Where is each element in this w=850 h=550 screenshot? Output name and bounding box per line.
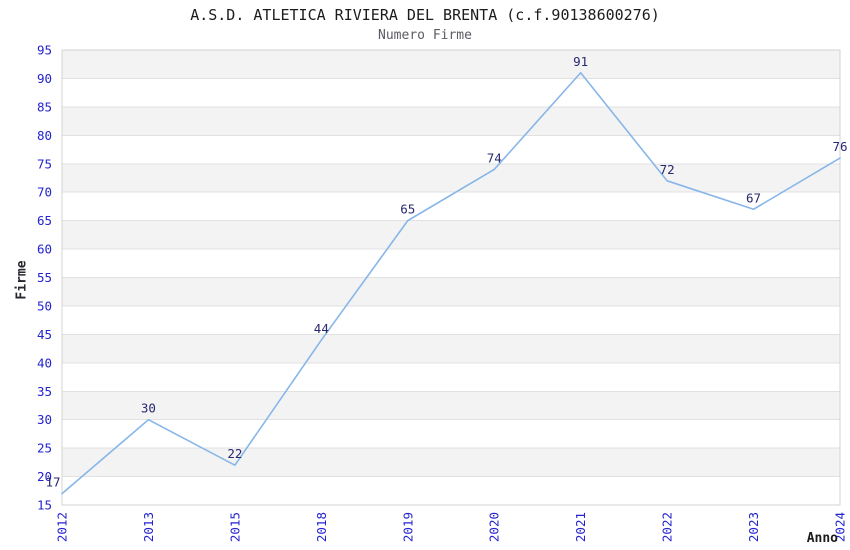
- y-tick-label: 25: [37, 441, 52, 456]
- y-tick-label: 50: [37, 298, 52, 313]
- plot-band: [62, 106, 840, 136]
- data-point-label: 30: [141, 401, 156, 416]
- x-tick-label: 2019: [400, 512, 415, 542]
- y-tick-label: 90: [37, 71, 52, 86]
- y-tick-label: 15: [37, 498, 52, 513]
- x-tick-label: 2015: [227, 512, 242, 542]
- chart-title: A.S.D. ATLETICA RIVIERA DEL BRENTA (c.f.…: [190, 6, 660, 24]
- plot-band: [62, 78, 840, 107]
- x-tick-label: 2024: [833, 512, 848, 542]
- y-tick-label: 55: [37, 270, 52, 285]
- plot-band: [62, 220, 840, 250]
- plot-band: [62, 192, 840, 221]
- plot-band: [62, 476, 840, 505]
- y-tick-label: 95: [37, 43, 52, 58]
- data-point-label: 72: [660, 162, 675, 177]
- data-point-label: 44: [314, 321, 329, 336]
- y-tick-label: 75: [37, 156, 52, 171]
- y-tick-label: 35: [37, 384, 52, 399]
- x-tick-label: 2012: [55, 512, 70, 542]
- plot-band: [62, 419, 840, 449]
- y-tick-label: 20: [37, 469, 52, 484]
- plot-band: [62, 391, 840, 420]
- plot-band: [62, 135, 840, 164]
- plot-band: [62, 448, 840, 477]
- data-point-label: 22: [227, 446, 242, 461]
- x-tick-label: 2018: [314, 512, 329, 542]
- y-tick-label: 30: [37, 412, 52, 427]
- data-point-label: 91: [573, 54, 588, 69]
- plot-band: [62, 163, 840, 193]
- y-tick-label: 70: [37, 185, 52, 200]
- plot-band: [62, 277, 840, 306]
- x-tick-label: 2020: [487, 512, 502, 542]
- data-point-label: 67: [746, 190, 761, 205]
- plot-band: [62, 50, 840, 79]
- y-tick-label: 45: [37, 327, 52, 342]
- plot-border: [61, 49, 841, 506]
- plot-band: [62, 249, 840, 278]
- chart-subtitle: Numero Firme: [378, 28, 472, 43]
- data-point-label: 65: [400, 202, 415, 217]
- x-axis-title: Anno: [806, 531, 838, 546]
- plot-band: [62, 305, 840, 335]
- x-tick-label: 2021: [573, 512, 588, 542]
- plot-band: [62, 334, 840, 363]
- x-tick-label: 2013: [141, 512, 156, 542]
- x-tick-label: 2022: [660, 512, 675, 542]
- chart-line: [61, 71, 841, 495]
- y-tick-label: 60: [37, 242, 52, 257]
- y-tick-label: 65: [37, 213, 52, 228]
- x-tick-label: 2023: [746, 512, 761, 542]
- data-point-label: 74: [487, 150, 502, 165]
- data-point-label: 76: [832, 139, 847, 154]
- data-point-label: 17: [45, 475, 60, 490]
- plot-band: [62, 362, 840, 392]
- y-tick-label: 85: [37, 99, 52, 114]
- y-tick-label: 40: [37, 355, 52, 370]
- y-tick-label: 80: [37, 128, 52, 143]
